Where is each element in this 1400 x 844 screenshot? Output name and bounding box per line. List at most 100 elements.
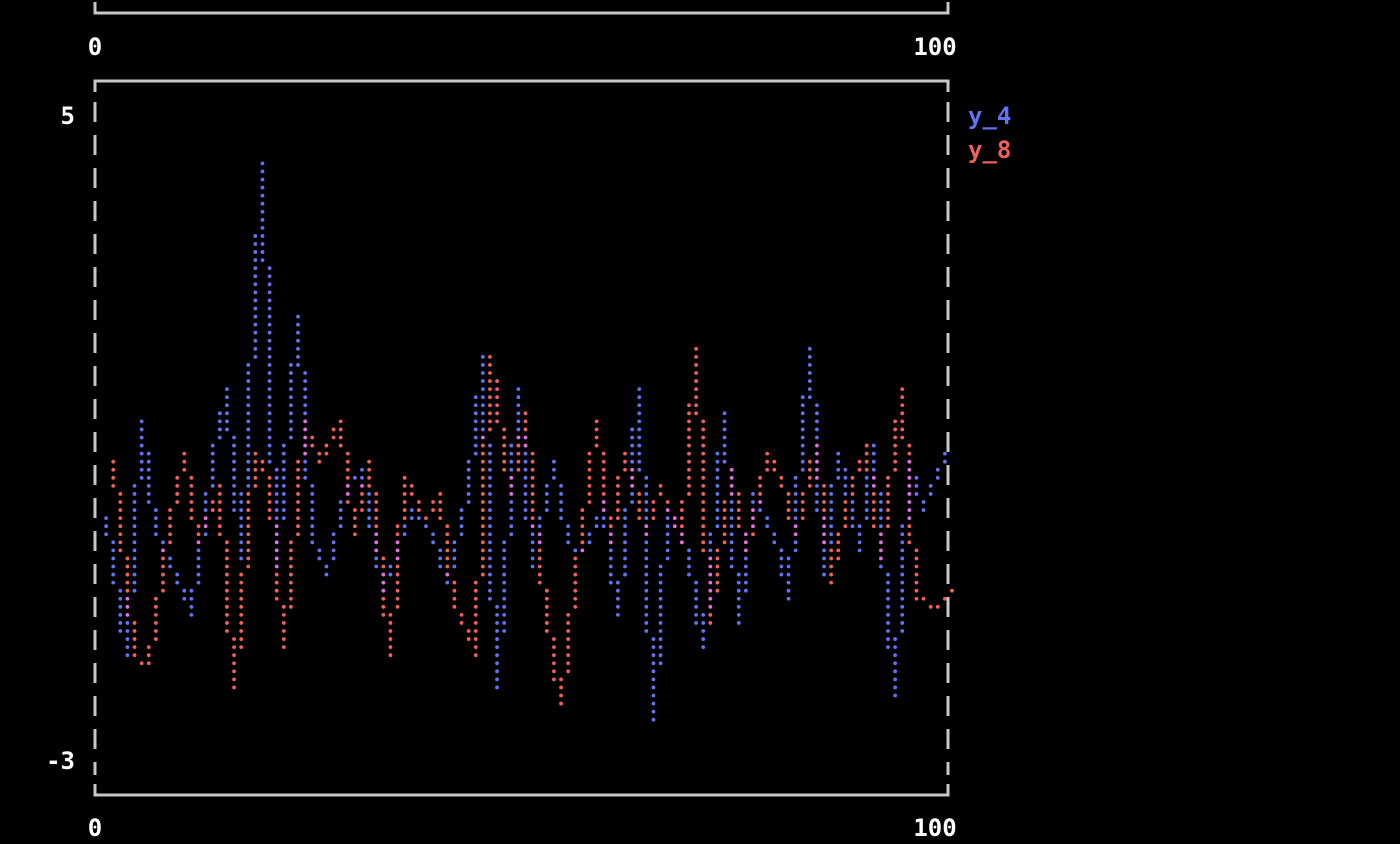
y_4-point (644, 588, 649, 593)
y_4-point (665, 524, 670, 529)
y_8-point (829, 572, 834, 577)
y_8-point (566, 612, 571, 617)
y_8-point (225, 556, 229, 561)
y_4-point (822, 556, 826, 561)
y_4-point (246, 411, 251, 416)
y_4-point (644, 604, 649, 609)
y_4-point (879, 524, 883, 529)
y_8-point (715, 588, 720, 593)
y_8-point (409, 492, 414, 496)
y_8-point (736, 508, 741, 512)
top-chart-frame: 0 100 (88, 2, 957, 61)
y_4-point (260, 201, 265, 206)
y_4-point (139, 475, 144, 480)
y_4-point (637, 459, 642, 464)
overlap-point (907, 459, 912, 464)
y_4-point (566, 532, 571, 537)
y_8-point (502, 451, 507, 456)
y_8-point (587, 483, 592, 488)
y_8-point (395, 532, 400, 537)
y_4-point (488, 443, 492, 448)
y_4-point (509, 532, 514, 537)
y_8-point (153, 629, 158, 633)
y_4-point (488, 588, 492, 593)
y_4-point (523, 459, 528, 464)
y_4-point (807, 387, 812, 392)
y_4-point (729, 524, 734, 529)
y_4-point (132, 564, 137, 569)
y_8-point (914, 572, 919, 577)
y_8-point (694, 379, 698, 383)
y_4-point (281, 443, 286, 448)
y_8-point (616, 500, 620, 504)
legend-y_4: y_4 (968, 102, 1011, 130)
y_8-point (360, 492, 364, 496)
y_4-point (267, 346, 272, 351)
y_8-point (345, 500, 350, 504)
y_4-point (751, 500, 755, 504)
y_8-point (886, 516, 890, 521)
y_4-point (452, 564, 457, 569)
y_8-point (353, 524, 357, 529)
y_8-point (495, 395, 499, 400)
y_8-point (345, 459, 350, 464)
overlap-point (815, 459, 819, 464)
overlap-point (644, 524, 649, 529)
y_4-point (616, 612, 620, 617)
y_4-point (409, 516, 414, 521)
y_4-point (246, 371, 251, 375)
y_4-point (303, 467, 308, 472)
y_8-point (445, 564, 450, 569)
y_4-point (338, 524, 343, 529)
y_4-point (516, 427, 521, 432)
y_8-point (182, 451, 187, 456)
y_8-point (480, 540, 485, 545)
y_4-point (267, 379, 272, 383)
y_8-point (360, 508, 364, 512)
y_4-point (303, 387, 308, 392)
y_4-point (843, 483, 848, 488)
y_4-point (687, 548, 691, 553)
y_4-point (900, 596, 905, 601)
y_8-point (253, 475, 258, 480)
y_4-point (310, 483, 315, 488)
y_4-point (303, 475, 308, 480)
y_4-point (886, 637, 890, 641)
y_4-point (139, 435, 144, 440)
y_8-point (772, 467, 777, 472)
y_4-point (310, 508, 315, 512)
y_8-point (289, 556, 293, 561)
y_4-point (559, 492, 563, 496)
y_8-point (601, 459, 606, 464)
y_8-point (175, 492, 180, 496)
y_4-point (480, 411, 485, 416)
y_4-point (900, 572, 905, 577)
y_4-point (800, 427, 805, 432)
y_8-point (715, 572, 720, 577)
y_4-point (274, 467, 279, 472)
y_4-point (694, 580, 698, 585)
overlap-point (274, 548, 279, 553)
y_8-point (168, 524, 172, 529)
y_8-point (445, 532, 450, 537)
y_4-point (267, 354, 272, 359)
y_4-point (260, 234, 265, 238)
y_4-point (928, 492, 933, 496)
y_4-point (715, 524, 720, 529)
y_8-point (587, 500, 592, 504)
y_4-point (267, 290, 272, 295)
y_4-point (665, 516, 670, 521)
y_4-point (729, 564, 734, 569)
y_4-point (786, 588, 791, 593)
overlap-point (203, 524, 208, 529)
y_8-point (445, 556, 450, 561)
y_8-point (232, 685, 236, 690)
y_4-point (836, 475, 841, 480)
y_8-point (381, 596, 386, 601)
y_8-point (530, 508, 535, 512)
y_8-point (530, 483, 535, 488)
y_4-point (267, 459, 272, 464)
y_4-point (857, 548, 862, 553)
y_4-point (132, 572, 137, 577)
